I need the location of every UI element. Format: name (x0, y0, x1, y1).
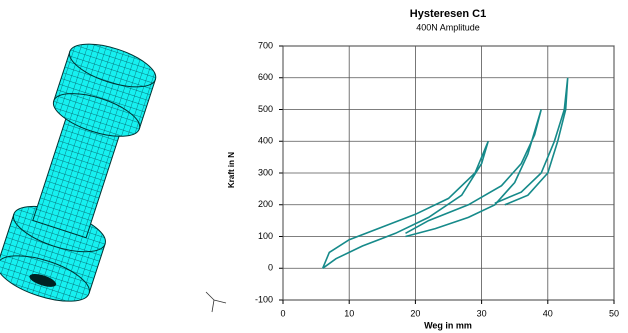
x-tick-label: 50 (609, 308, 619, 318)
y-tick-label: 300 (258, 167, 273, 177)
y-tick-label: 700 (258, 40, 273, 50)
x-tick-label: 30 (477, 308, 487, 318)
x-tick-label: 10 (344, 308, 354, 318)
axis-triad (206, 292, 226, 312)
x-axis-label: Weg in mm (424, 320, 472, 330)
chart-title: Hysteresen C1 (410, 8, 486, 20)
y-tick-label: 400 (258, 136, 273, 146)
y-tick-label: 600 (258, 72, 273, 82)
y-axis-label: Kraft in N (227, 152, 236, 188)
figure: Hysteresen C1 400N Amplitude Weg in mm K… (0, 0, 628, 333)
chart-subtitle: 400N Amplitude (416, 22, 480, 32)
x-tick-label: 40 (543, 308, 553, 318)
x-tick-label: 0 (280, 308, 285, 318)
fem-mesh (0, 34, 164, 310)
y-tick-label: 500 (258, 104, 273, 114)
y-tick-label: 200 (258, 199, 273, 209)
y-tick-label: -100 (255, 294, 273, 304)
y-tick-label: 100 (258, 231, 273, 241)
y-tick-label: 0 (268, 263, 273, 273)
x-tick-label: 20 (410, 308, 420, 318)
